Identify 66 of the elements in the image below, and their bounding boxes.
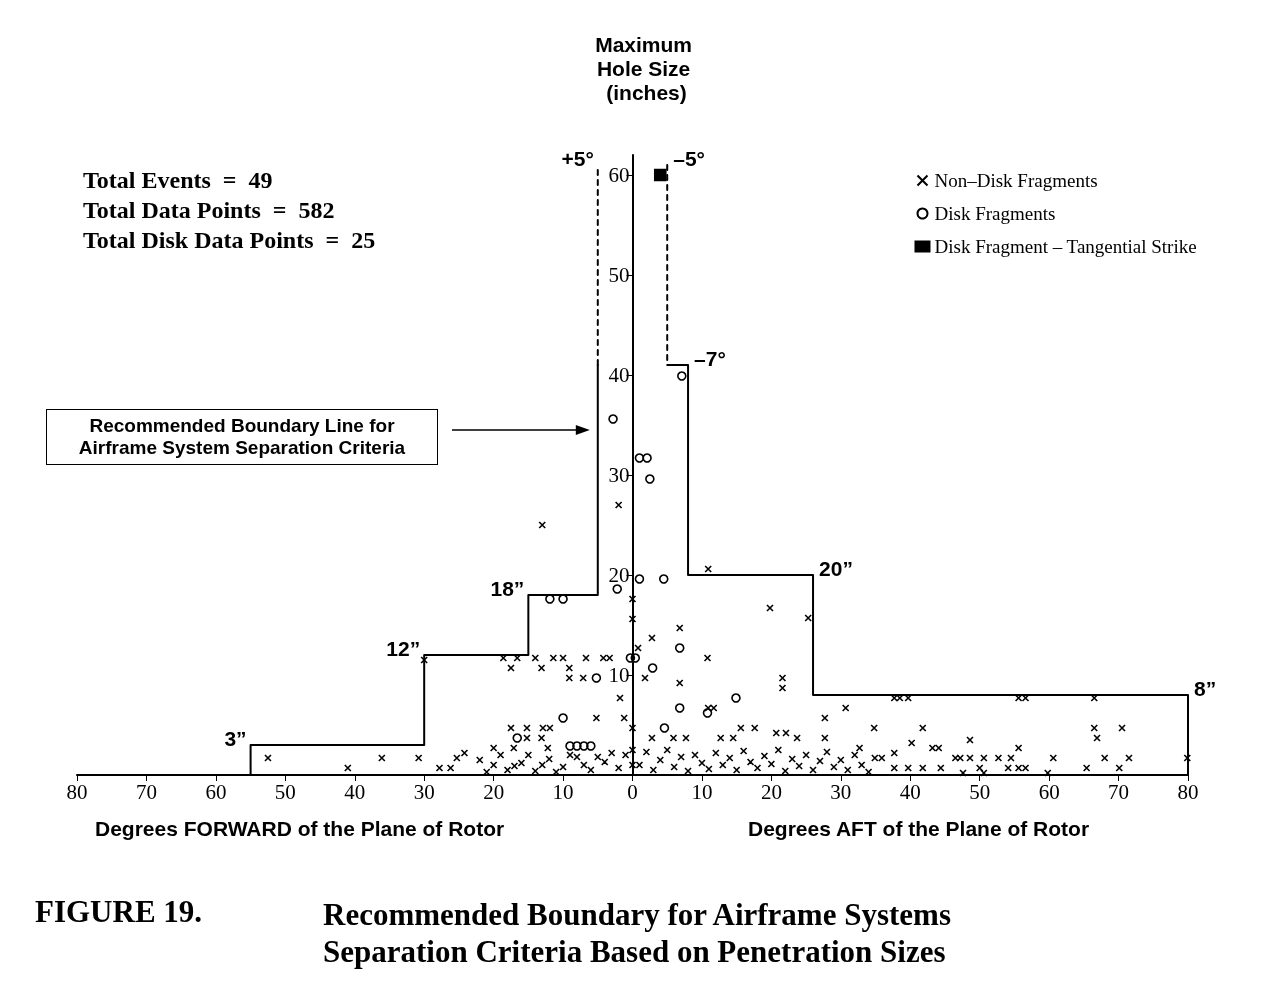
annotation: +5° — [561, 147, 594, 170]
y-tick-label: 10 — [608, 663, 630, 687]
x-tick-label: 80 — [1177, 779, 1199, 804]
point — [572, 741, 582, 751]
point — [731, 693, 741, 703]
y-tick-label: 50 — [608, 263, 630, 287]
legend-label: Non–Disk Fragments — [934, 170, 1098, 191]
point — [586, 741, 596, 751]
x-tick-label: 60 — [205, 779, 227, 804]
point — [647, 663, 658, 673]
x-tick-label: 30 — [830, 779, 852, 804]
point — [634, 453, 645, 463]
annotation: –5° — [673, 147, 705, 170]
x-tick-label: 0 — [627, 779, 638, 804]
x-tick-label: 30 — [413, 779, 435, 804]
y-tick-label: 60 — [608, 163, 630, 187]
legend-label: Disk Fragments — [934, 203, 1056, 224]
callout-box: Recommended Boundary Line for Airframe System Separation Criteria — [46, 409, 438, 465]
x-tick-label: 50 — [274, 779, 296, 804]
point — [591, 673, 602, 683]
x-tick-label: 20 — [483, 779, 505, 804]
annotation: Total Events = 49 — [83, 167, 273, 193]
point — [558, 713, 568, 723]
x-tick-label: 50 — [969, 779, 991, 804]
y-tick-label: 20 — [608, 563, 630, 587]
point — [630, 653, 641, 663]
point — [612, 584, 623, 594]
y-tick-label: 40 — [608, 363, 630, 387]
x-tick-label: 60 — [1038, 779, 1060, 804]
annotation: Total Data Points = 582 — [83, 197, 335, 223]
x-axis-title: Degrees FORWARD of the Plane of Rotor — [95, 817, 505, 840]
text: Degrees AFT of the Plane of Rotor — [748, 817, 1090, 840]
x-tick-label: 80 — [66, 779, 88, 804]
point — [579, 741, 589, 751]
point — [608, 414, 618, 424]
point — [565, 741, 575, 751]
point — [634, 574, 645, 584]
point — [658, 574, 669, 584]
x-tick-label: 10 — [691, 779, 713, 804]
annotation: 3” — [224, 727, 247, 750]
y-tick-label: 30 — [608, 463, 630, 487]
point — [659, 723, 670, 733]
point — [642, 453, 652, 463]
text: Recommended Boundary for Airframe Systems Separation Criteria Based on Penetration Sizes — [323, 897, 959, 969]
x-tick-label: 20 — [760, 779, 782, 804]
x-tick-label: 40 — [899, 779, 921, 804]
legend-label: Disk Fragment – Tangential Strike — [934, 236, 1197, 257]
x-tick-label: 40 — [344, 779, 366, 804]
annotation: 8” — [1194, 677, 1217, 700]
x-tick-label: 70 — [1108, 779, 1130, 804]
point — [674, 703, 685, 713]
point — [677, 371, 687, 381]
annotation: Total Disk Data Points = 25 — [83, 227, 376, 253]
x-tick-label: 10 — [552, 779, 574, 804]
point — [674, 643, 685, 653]
annotation: 20” — [819, 557, 853, 580]
point — [512, 733, 523, 743]
annotation: –7° — [694, 347, 726, 370]
annotation: 12” — [386, 637, 421, 660]
y-axis-title: Maximum Hole Size (inches) — [595, 32, 698, 104]
point — [653, 168, 667, 182]
text: FIGURE 19. — [35, 894, 203, 929]
point — [625, 653, 636, 663]
annotation: 18” — [490, 577, 525, 600]
point — [645, 474, 655, 484]
x-tick-label: 70 — [135, 779, 157, 804]
